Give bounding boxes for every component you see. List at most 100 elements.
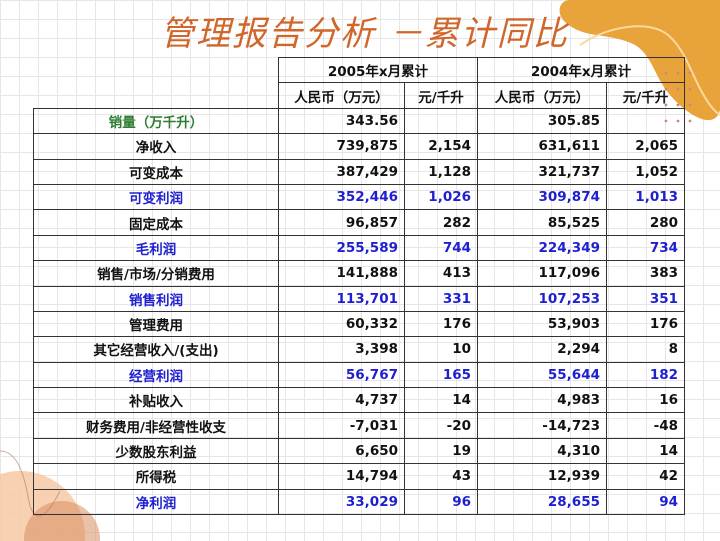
year-header-row: 2005年x月累计 2004年x月累计 — [34, 56, 685, 84]
empty-corner — [34, 58, 279, 83]
value-per-kl-2005: 96 — [404, 488, 478, 516]
sub-header-row: 人民币（万元） 元/千升 人民币（万元） 元/千升 — [34, 82, 685, 109]
value-per-kl-2005: 413 — [404, 260, 478, 287]
row-label: 净利润 — [33, 488, 279, 516]
row-label: 少数股东利益 — [33, 437, 279, 465]
table-row: 补贴收入 4,737 14 4,983 16 — [33, 387, 685, 414]
value-rmb-2004: 321,737 — [477, 158, 607, 185]
row-label: 毛利润 — [33, 234, 279, 262]
value-per-kl-2004: 176 — [606, 310, 685, 338]
value-rmb-2005: 56,767 — [278, 361, 405, 389]
row-label: 可变利润 — [33, 183, 279, 211]
value-rmb-2005: 255,589 — [278, 234, 405, 262]
sub-header-per-kl-2005: 元/千升 — [404, 82, 478, 109]
sub-header-rmb-2004: 人民币（万元） — [477, 82, 607, 109]
value-rmb-2004: 224,349 — [477, 234, 607, 262]
table-row: 其它经营收入/(支出) 3,398 10 2,294 8 — [33, 336, 685, 363]
value-per-kl-2005: 43 — [404, 463, 478, 490]
page-title: 管理报告分析 －累计同比 — [160, 14, 569, 54]
value-per-kl-2005: 331 — [404, 285, 478, 312]
value-rmb-2005: 14,794 — [278, 463, 405, 490]
table-row: 销售利润 113,701 331 107,253 351 — [33, 285, 685, 312]
table-body: 销量（万千升） 343.56 305.85 净收入 739,875 2,154 631,61… — [33, 107, 685, 516]
sub-header-per-kl-2004: 元/千升 — [606, 82, 685, 109]
table-row: 销量（万千升） 343.56 305.85 — [33, 107, 685, 135]
value-rmb-2004: 12,939 — [477, 463, 607, 490]
value-rmb-2005: 6,650 — [278, 437, 405, 465]
table-row: 管理费用 60,332 176 53,903 176 — [33, 310, 685, 338]
row-label: 固定成本 — [33, 209, 279, 236]
value-rmb-2004: 631,611 — [477, 133, 607, 160]
row-label: 销量（万千升） — [33, 107, 279, 135]
row-label: 其它经营收入/(支出) — [33, 336, 279, 363]
table-row: 经营利润 56,767 165 55,644 182 — [33, 361, 685, 389]
value-rmb-2004: 85,525 — [477, 209, 607, 236]
value-rmb-2005: 141,888 — [278, 260, 405, 287]
value-per-kl-2004: 351 — [606, 285, 685, 312]
row-label: 补贴收入 — [33, 387, 279, 414]
table-row: 可变利润 352,446 1,026 309,874 1,013 — [33, 183, 685, 211]
value-per-kl-2005: 2,154 — [404, 133, 478, 160]
value-rmb-2005: 739,875 — [278, 133, 405, 160]
row-label: 财务费用/非经营性收支 — [33, 412, 279, 439]
value-per-kl-2004: 16 — [606, 387, 685, 414]
value-per-kl-2004: 182 — [606, 361, 685, 389]
value-per-kl-2004: 2,065 — [606, 133, 685, 160]
value-per-kl-2004: 1,052 — [606, 158, 685, 185]
table-row: 净收入 739,875 2,154 631,611 2,065 — [33, 133, 685, 160]
value-per-kl-2005: 19 — [404, 437, 478, 465]
value-per-kl-2004: 280 — [606, 209, 685, 236]
value-rmb-2004: 28,655 — [477, 488, 607, 516]
table-row: 销售/市场/分销费用 141,888 413 117,096 383 — [33, 260, 685, 287]
row-label: 净收入 — [33, 133, 279, 160]
value-per-kl-2005: 1,128 — [404, 158, 478, 185]
value-per-kl-2005: 10 — [404, 336, 478, 363]
sub-header-rmb-2005: 人民币（万元） — [278, 82, 405, 109]
value-rmb-2005: 60,332 — [278, 310, 405, 338]
row-label: 销售/市场/分销费用 — [33, 260, 279, 287]
value-rmb-2005: 96,857 — [278, 209, 405, 236]
value-per-kl-2005: 744 — [404, 234, 478, 262]
value-per-kl-2004 — [606, 107, 685, 135]
value-rmb-2005: 352,446 — [278, 183, 405, 211]
row-label: 所得税 — [33, 463, 279, 490]
value-rmb-2004: 2,294 — [477, 336, 607, 363]
row-label: 经营利润 — [33, 361, 279, 389]
empty-corner — [34, 83, 279, 108]
value-per-kl-2004: 94 — [606, 488, 685, 516]
table-row: 毛利润 255,589 744 224,349 734 — [33, 234, 685, 262]
value-rmb-2004: 107,253 — [477, 285, 607, 312]
value-rmb-2005: 343.56 — [278, 107, 405, 135]
value-rmb-2005: 33,029 — [278, 488, 405, 516]
value-per-kl-2004: 8 — [606, 336, 685, 363]
value-per-kl-2005: 165 — [404, 361, 478, 389]
value-rmb-2004: 53,903 — [477, 310, 607, 338]
value-rmb-2005: 113,701 — [278, 285, 405, 312]
value-per-kl-2005: 282 — [404, 209, 478, 236]
value-per-kl-2004: 734 — [606, 234, 685, 262]
financial-report-table: 2005年x月累计 2004年x月累计 人民币（万元） 元/千升 人民币（万元）… — [33, 56, 685, 516]
value-rmb-2005: -7,031 — [278, 412, 405, 439]
row-label: 管理费用 — [33, 310, 279, 338]
value-per-kl-2004: 1,013 — [606, 183, 685, 211]
value-per-kl-2005: 176 — [404, 310, 478, 338]
value-per-kl-2004: 383 — [606, 260, 685, 287]
table-row: 净利润 33,029 96 28,655 94 — [33, 488, 685, 516]
value-rmb-2005: 4,737 — [278, 387, 405, 414]
value-per-kl-2004: 42 — [606, 463, 685, 490]
value-per-kl-2004: 14 — [606, 437, 685, 465]
row-label: 可变成本 — [33, 158, 279, 185]
value-rmb-2004: -14,723 — [477, 412, 607, 439]
value-rmb-2004: 4,310 — [477, 437, 607, 465]
table-row: 可变成本 387,429 1,128 321,737 1,052 — [33, 158, 685, 185]
value-per-kl-2005: -20 — [404, 412, 478, 439]
value-rmb-2004: 305.85 — [477, 107, 607, 135]
table-row: 财务费用/非经营性收支 -7,031 -20 -14,723 -48 — [33, 412, 685, 439]
year-header-2005: 2005年x月累计 — [278, 56, 478, 84]
year-header-2004: 2004年x月累计 — [477, 56, 685, 84]
row-label: 销售利润 — [33, 285, 279, 312]
value-per-kl-2004: -48 — [606, 412, 685, 439]
value-per-kl-2005 — [404, 107, 478, 135]
value-rmb-2004: 309,874 — [477, 183, 607, 211]
value-per-kl-2005: 14 — [404, 387, 478, 414]
